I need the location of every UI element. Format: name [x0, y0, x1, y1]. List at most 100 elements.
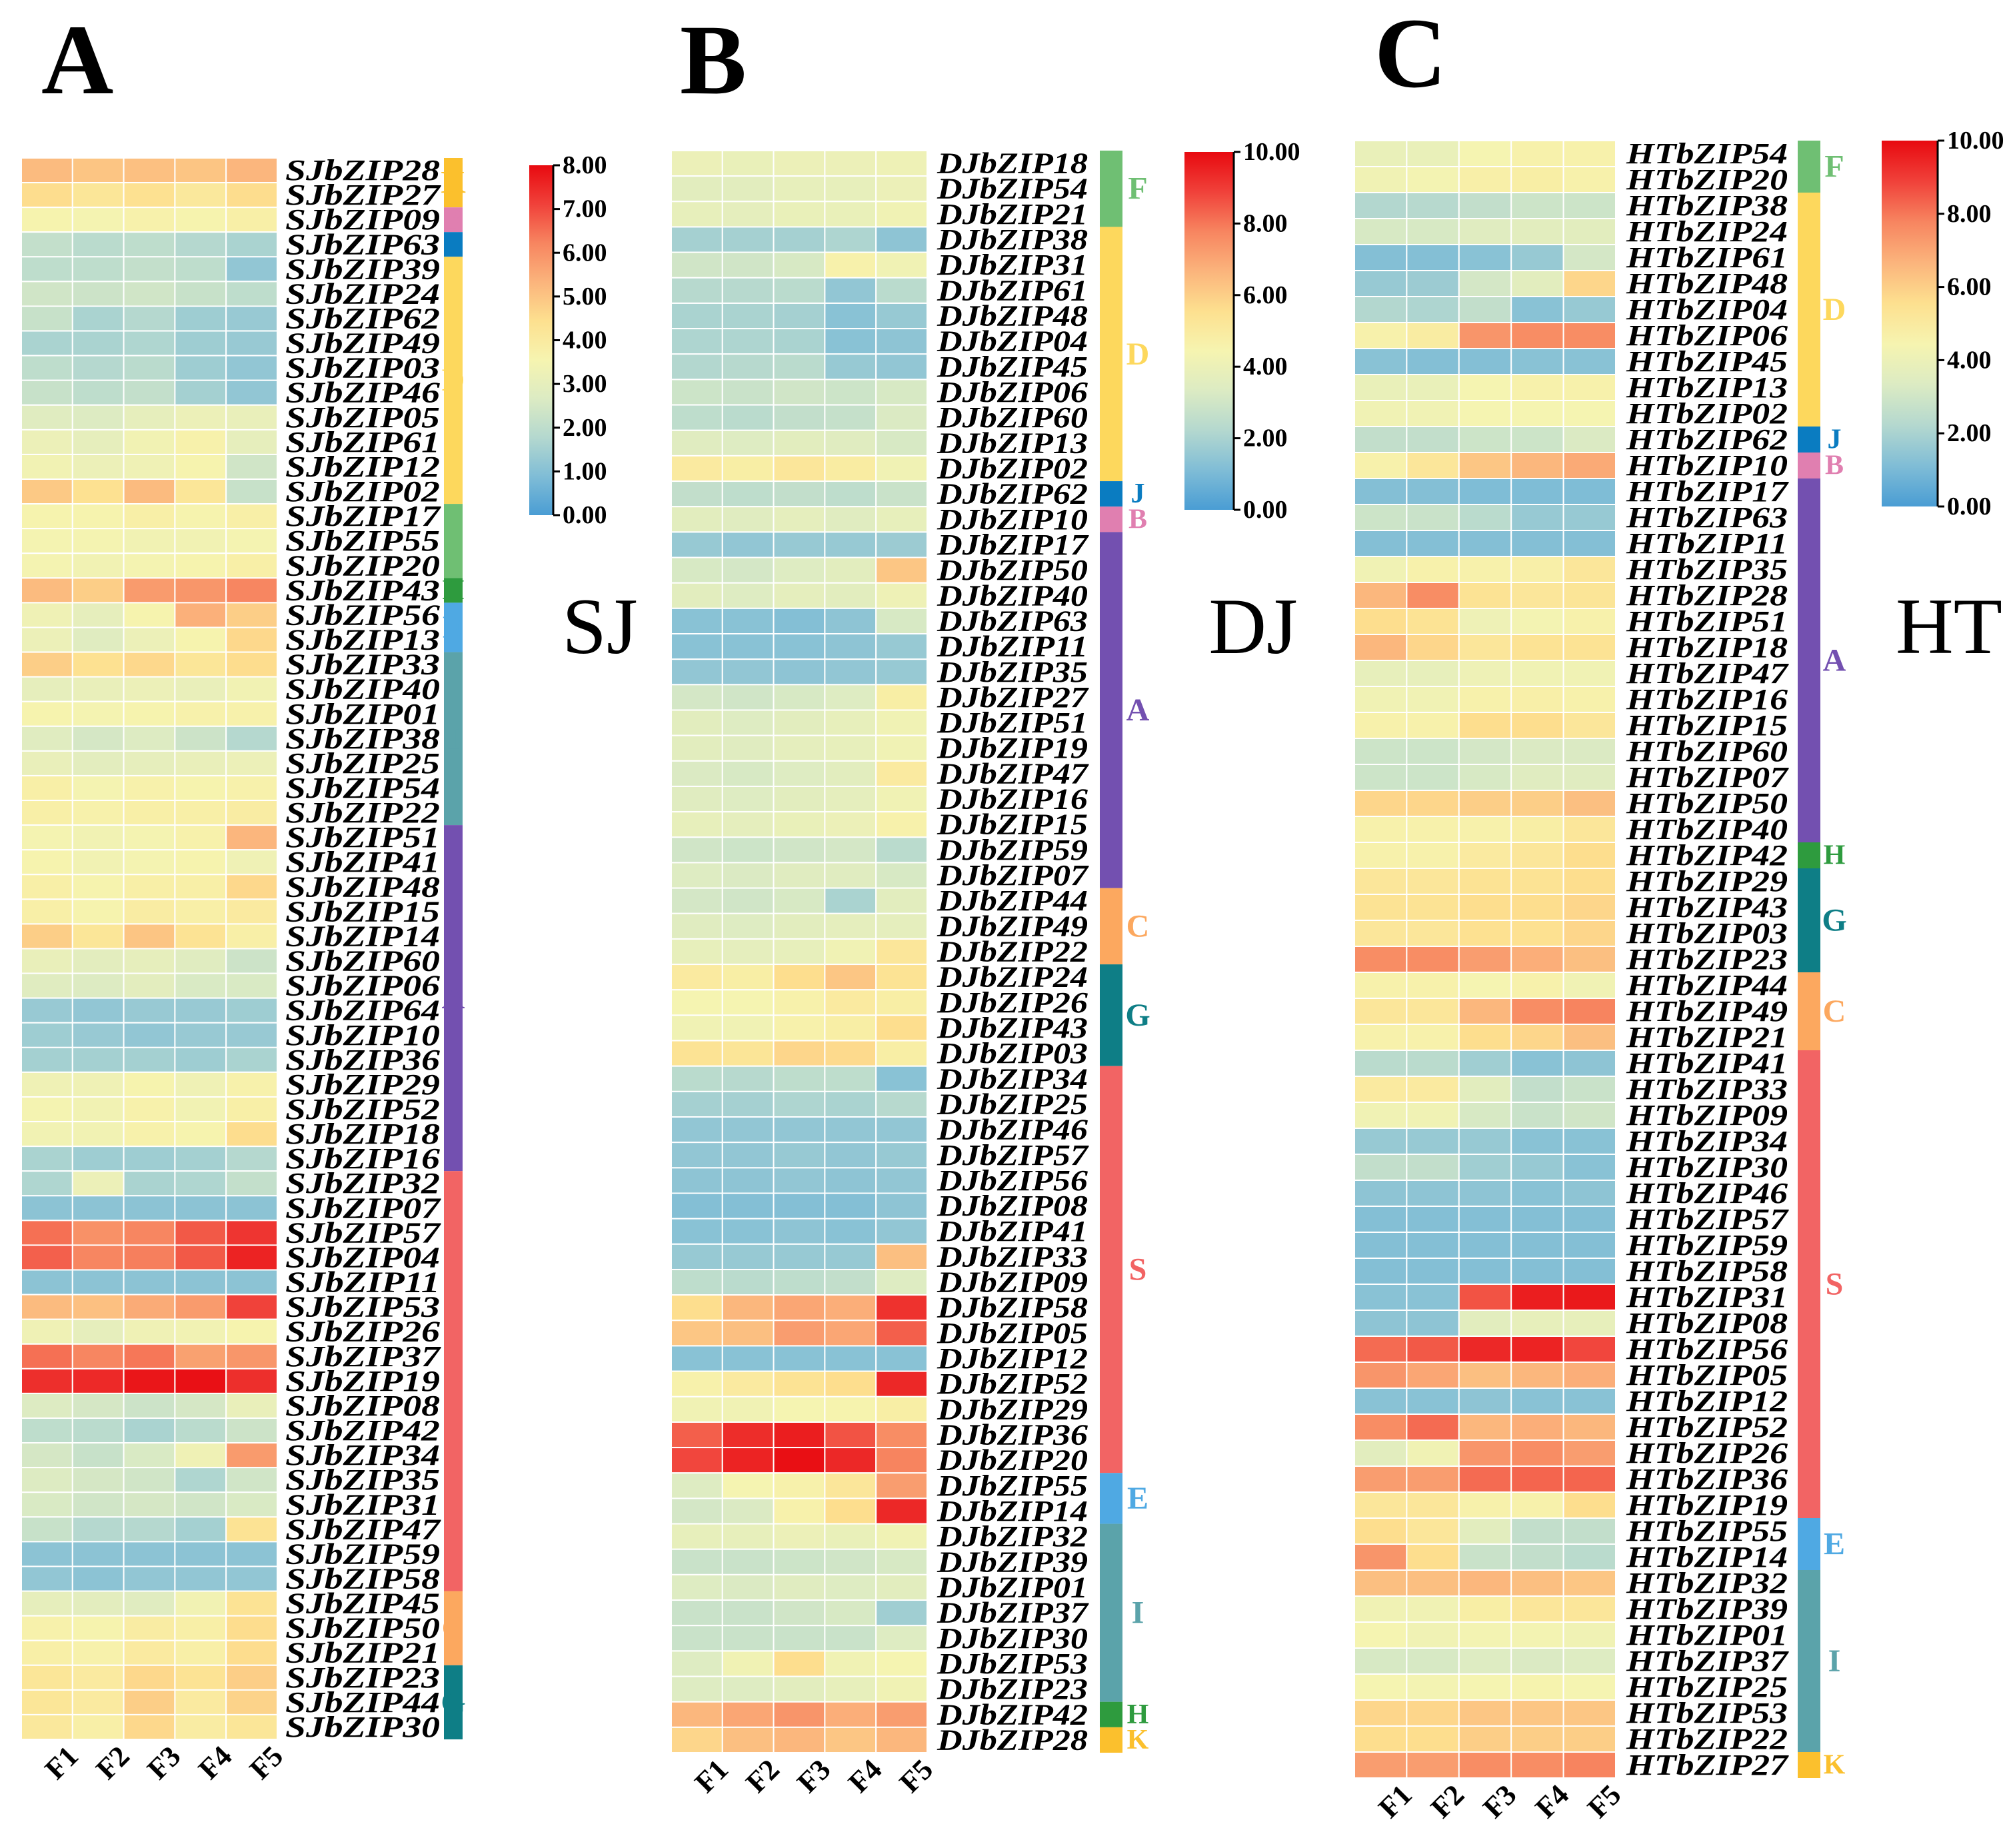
heatmap-cell: [21, 997, 73, 1024]
species-label: HT: [1896, 582, 2002, 670]
heatmap-cell: [1406, 920, 1460, 947]
gene-label: SJbZIP01: [285, 698, 440, 730]
heatmap-cell: [1406, 140, 1460, 167]
gene-label: SJbZIP42: [285, 1414, 440, 1447]
heatmap-cell: [71, 849, 125, 876]
group-label: J: [1828, 425, 1842, 455]
gene-label: SJbZIP04: [285, 1241, 440, 1274]
heatmap-cell: [225, 429, 279, 455]
heatmap-cell: [875, 480, 928, 508]
heatmap-cell: [824, 607, 877, 635]
heatmap-cell: [21, 750, 73, 776]
heatmap-cell: [1510, 1673, 1564, 1701]
gene-label: SJbZIP49: [285, 327, 440, 360]
heatmap-cell: [1510, 1180, 1564, 1207]
gene-label: HTbZIP30: [1626, 1151, 1788, 1184]
heatmap-cell: [71, 355, 125, 381]
group-segment: [1798, 972, 1820, 1050]
gene-label: SJbZIP36: [285, 1044, 440, 1076]
group-segment: [1798, 1518, 1820, 1570]
heatmap-cell: [1510, 816, 1564, 843]
heatmap-cell: [773, 684, 826, 711]
heatmap-cell: [721, 404, 775, 431]
heatmap-cell: [1510, 1128, 1564, 1155]
heatmap-cell: [671, 1650, 723, 1677]
heatmap-cell: [21, 1467, 73, 1493]
column-label: F5: [243, 1739, 289, 1785]
heatmap-cell: [225, 725, 279, 752]
colorbar-tick-label: 2.00: [1947, 419, 1992, 447]
gene-label: SJbZIP34: [285, 1439, 440, 1471]
heatmap-cell: [721, 1395, 775, 1423]
heatmap-cell: [671, 353, 723, 381]
heatmap-cell: [773, 1065, 826, 1092]
heatmap-cell: [1458, 504, 1512, 531]
heatmap-cell: [1406, 1206, 1460, 1233]
heatmap-cell: [773, 379, 826, 406]
gene-label: DJbZIP08: [937, 1190, 1088, 1222]
heatmap-cell: [824, 1497, 877, 1525]
heatmap-cell: [721, 302, 775, 330]
gene-label: HTbZIP11: [1626, 527, 1788, 560]
heatmap-cell: [1458, 738, 1512, 765]
heatmap-cell: [225, 207, 279, 233]
group-segment: [444, 257, 463, 504]
heatmap-cell: [1458, 1595, 1512, 1623]
group-segment: [1100, 506, 1122, 532]
heatmap-cell: [721, 1447, 775, 1474]
gene-label: SJbZIP59: [285, 1537, 440, 1570]
gene-label: HTbZIP40: [1626, 813, 1788, 846]
heatmap-cell: [671, 582, 723, 609]
heatmap-cell: [225, 478, 279, 505]
heatmap-cell: [174, 552, 227, 579]
heatmap-cell: [123, 651, 176, 678]
gene-label: HTbZIP62: [1626, 423, 1788, 456]
heatmap-cell: [1406, 1699, 1460, 1727]
heatmap-cell: [721, 150, 775, 177]
gene-label: HTbZIP08: [1626, 1307, 1788, 1340]
heatmap-cell: [671, 1090, 723, 1118]
heatmap-cell: [225, 626, 279, 653]
heatmap-cell: [773, 1040, 826, 1067]
gene-label: SJbZIP47: [285, 1513, 442, 1545]
heatmap-cell: [1510, 1310, 1564, 1337]
heatmap-cell: [21, 1639, 73, 1666]
gene-label: SJbZIP55: [285, 524, 440, 557]
heatmap-cell: [225, 1392, 279, 1419]
heatmap-cell: [123, 1071, 176, 1098]
heatmap-cell: [875, 582, 928, 609]
heatmap-cell: [1354, 1621, 1408, 1649]
gene-label: DJbZIP11: [937, 630, 1088, 663]
heatmap-cell: [1562, 504, 1617, 531]
heatmap-cell: [824, 709, 877, 736]
heatmap-cell: [123, 972, 176, 999]
heatmap-cell: [875, 1650, 928, 1677]
heatmap-cell: [21, 923, 73, 950]
heatmap-cell: [225, 1294, 279, 1320]
heatmap-cell: [875, 1040, 928, 1067]
species-label: DJ: [1208, 582, 1297, 670]
gene-label: HTbZIP24: [1626, 215, 1788, 248]
heatmap-cell: [174, 1220, 227, 1246]
gene-label: SJbZIP22: [285, 796, 440, 829]
heatmap-cell: [123, 1516, 176, 1543]
heatmap-cell: [773, 1167, 826, 1194]
heatmap-cell: [773, 150, 826, 177]
heatmap-cell: [1354, 868, 1408, 895]
heatmap-cell: [671, 1192, 723, 1220]
heatmap-cell: [1354, 1595, 1408, 1623]
heatmap-cell: [721, 1192, 775, 1220]
heatmap-cell: [1510, 140, 1564, 167]
heatmap-cell: [174, 1467, 227, 1493]
heatmap-cell: [1562, 1491, 1617, 1519]
heatmap-cell: [824, 1370, 877, 1397]
heatmap-cell: [1562, 998, 1617, 1025]
heatmap-cell: [123, 1096, 176, 1123]
heatmap-cell: [824, 1625, 877, 1652]
heatmap-cell: [721, 912, 775, 940]
gene-label: HTbZIP07: [1626, 761, 1790, 794]
heatmap-cell: [1458, 218, 1512, 245]
heatmap-cell: [21, 725, 73, 752]
heatmap-cell: [1510, 1621, 1564, 1649]
heatmap-cell: [671, 1065, 723, 1092]
